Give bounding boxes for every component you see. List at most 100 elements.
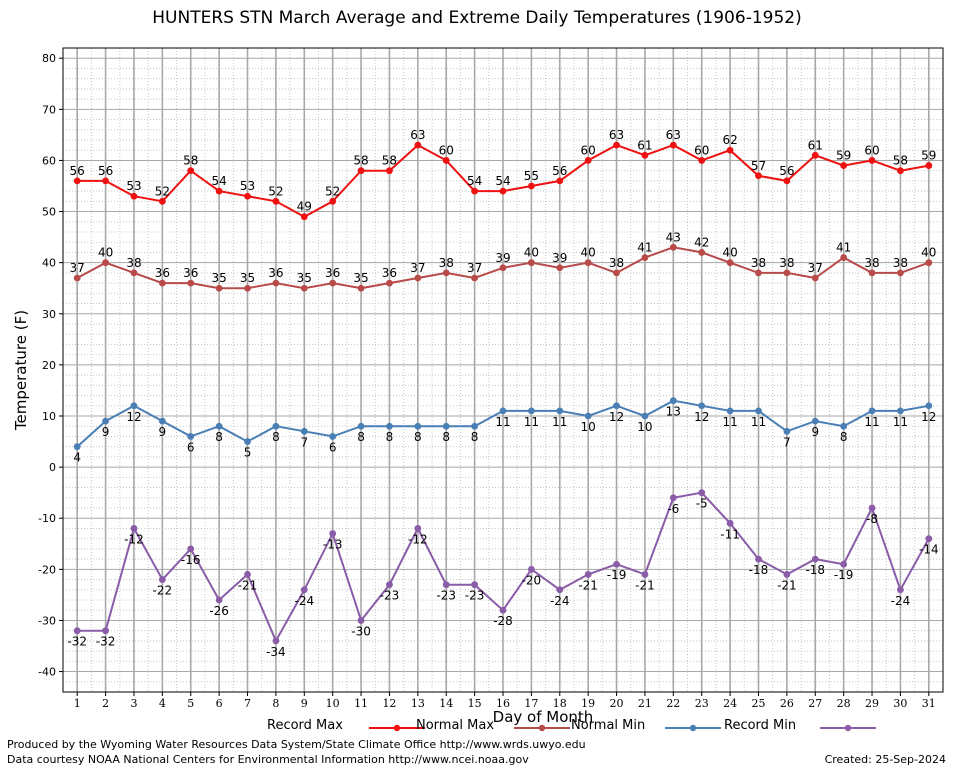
x-tick-label: 20 [610,697,624,710]
footer-produced-by: Produced by the Wyoming Water Resources … [7,738,586,751]
x-tick-label: 10 [326,697,340,710]
x-tick-label: 17 [524,697,538,710]
data-label: 63 [609,128,624,142]
x-tick-label: 13 [411,697,425,710]
x-tick-label: 26 [780,697,794,710]
data-label: -12 [124,532,144,546]
data-label: 37 [410,261,425,275]
data-label: 61 [808,138,823,152]
data-label: -20 [522,573,542,587]
data-label: 40 [524,246,539,260]
data-point [471,422,479,430]
data-label: -19 [834,568,854,582]
data-label: -24 [550,594,570,608]
data-point [215,187,223,195]
data-point [584,157,592,164]
x-tick-label: 21 [638,697,652,710]
data-label: 52 [325,184,340,198]
data-point [158,576,166,583]
y-tick-label: 20 [42,359,56,372]
data-point [102,417,109,425]
data-label: -11 [720,527,740,541]
y-tick-label: 30 [42,308,56,321]
legend-record-min: Record Min [724,718,876,733]
data-label: 58 [382,154,397,168]
data-label: 58 [183,154,198,168]
data-point [840,560,848,568]
data-label: 9 [811,425,819,439]
data-point [442,269,450,277]
data-label: 38 [126,256,141,270]
x-tick-label: 6 [216,697,223,710]
data-point [925,402,933,410]
data-label: 53 [240,179,255,193]
y-tick-label: -30 [38,614,56,627]
data-point [698,402,706,410]
data-label: 35 [297,271,312,285]
data-point [442,581,450,589]
data-point [897,407,904,415]
data-point [300,213,308,221]
data-label: 55 [524,169,539,183]
x-tick-label: 22 [666,697,680,710]
data-label: 12 [694,410,709,424]
data-point [329,530,337,537]
y-tick-label: 50 [42,206,56,219]
data-label: 8 [442,430,450,444]
data-label: 37 [808,261,823,275]
data-point [130,402,138,410]
data-label: 8 [386,430,394,444]
data-label: 7 [783,435,791,449]
data-label: 61 [637,138,652,152]
legend-record-max: Record Max [267,718,425,733]
data-point [471,274,479,282]
data-label: 36 [155,266,170,280]
data-point [584,259,592,267]
data-point [386,279,393,287]
legend-normal-max: Normal Max [416,718,570,733]
data-point [584,412,592,420]
data-point [130,269,138,277]
data-point [215,284,223,292]
data-point [613,402,620,410]
data-label: 8 [272,430,280,444]
x-tick-label: 23 [695,697,709,710]
data-label: -32 [67,635,87,649]
data-label: 60 [581,143,596,157]
data-point [897,167,904,175]
x-tick-label: 7 [244,697,251,710]
data-label: 36 [325,266,340,280]
data-label: -26 [209,604,229,618]
data-label: -13 [323,538,343,552]
data-point [158,197,166,205]
y-tick-label: -40 [38,666,56,679]
data-point [783,571,791,578]
data-point [73,627,81,635]
data-label: 38 [893,256,908,270]
footer-created: Created: 25-Sep-2024 [824,753,946,766]
data-point [442,157,450,164]
data-label: 57 [751,159,766,173]
data-label: 54 [467,174,482,188]
data-label: 6 [187,440,195,454]
data-label: 11 [893,415,908,429]
y-tick-label: 80 [42,52,56,65]
data-point [868,157,876,164]
data-point [527,565,535,573]
data-label: 36 [183,266,198,280]
data-label: 10 [581,420,596,434]
data-point [755,555,762,563]
x-tick-label: 15 [468,697,482,710]
data-point [613,141,620,149]
data-point [300,586,308,594]
data-point [244,438,251,445]
data-point [925,535,933,543]
data-label: 38 [439,256,454,270]
data-label: 35 [353,271,368,285]
data-label: 39 [552,251,567,265]
data-point [556,586,564,594]
data-point [698,157,706,164]
data-point [840,422,848,430]
data-point [187,279,195,287]
